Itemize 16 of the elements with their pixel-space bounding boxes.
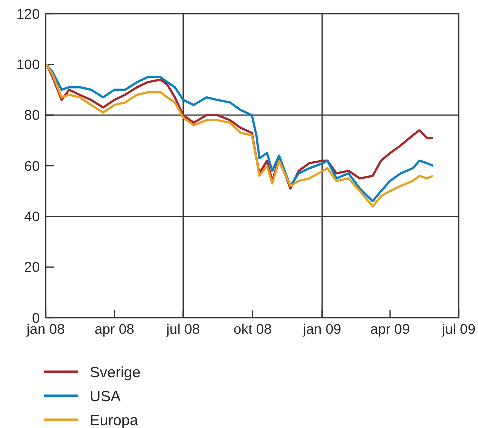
y-tick-label: 80: [24, 107, 40, 124]
y-tick-label: 0: [32, 310, 40, 326]
x-tick-label: jul 08: [166, 321, 200, 337]
y-tick-label: 60: [24, 158, 40, 174]
legend-label: USA: [90, 388, 121, 406]
y-tick-label: 20: [24, 259, 40, 276]
y-tick-label: 100: [16, 56, 40, 73]
x-tick-label: okt 08: [234, 321, 272, 337]
legend-label: Europa: [90, 412, 140, 428]
x-tick-label: jan 09: [302, 321, 342, 337]
y-tick-label: 40: [24, 208, 40, 225]
y-tick-label: 120: [16, 6, 40, 22]
x-tick-label: apr 08: [94, 321, 135, 337]
x-tick-label: jul 09: [441, 321, 476, 337]
legend-label: Sverige: [90, 364, 141, 382]
x-tick-label: apr 09: [370, 321, 410, 337]
